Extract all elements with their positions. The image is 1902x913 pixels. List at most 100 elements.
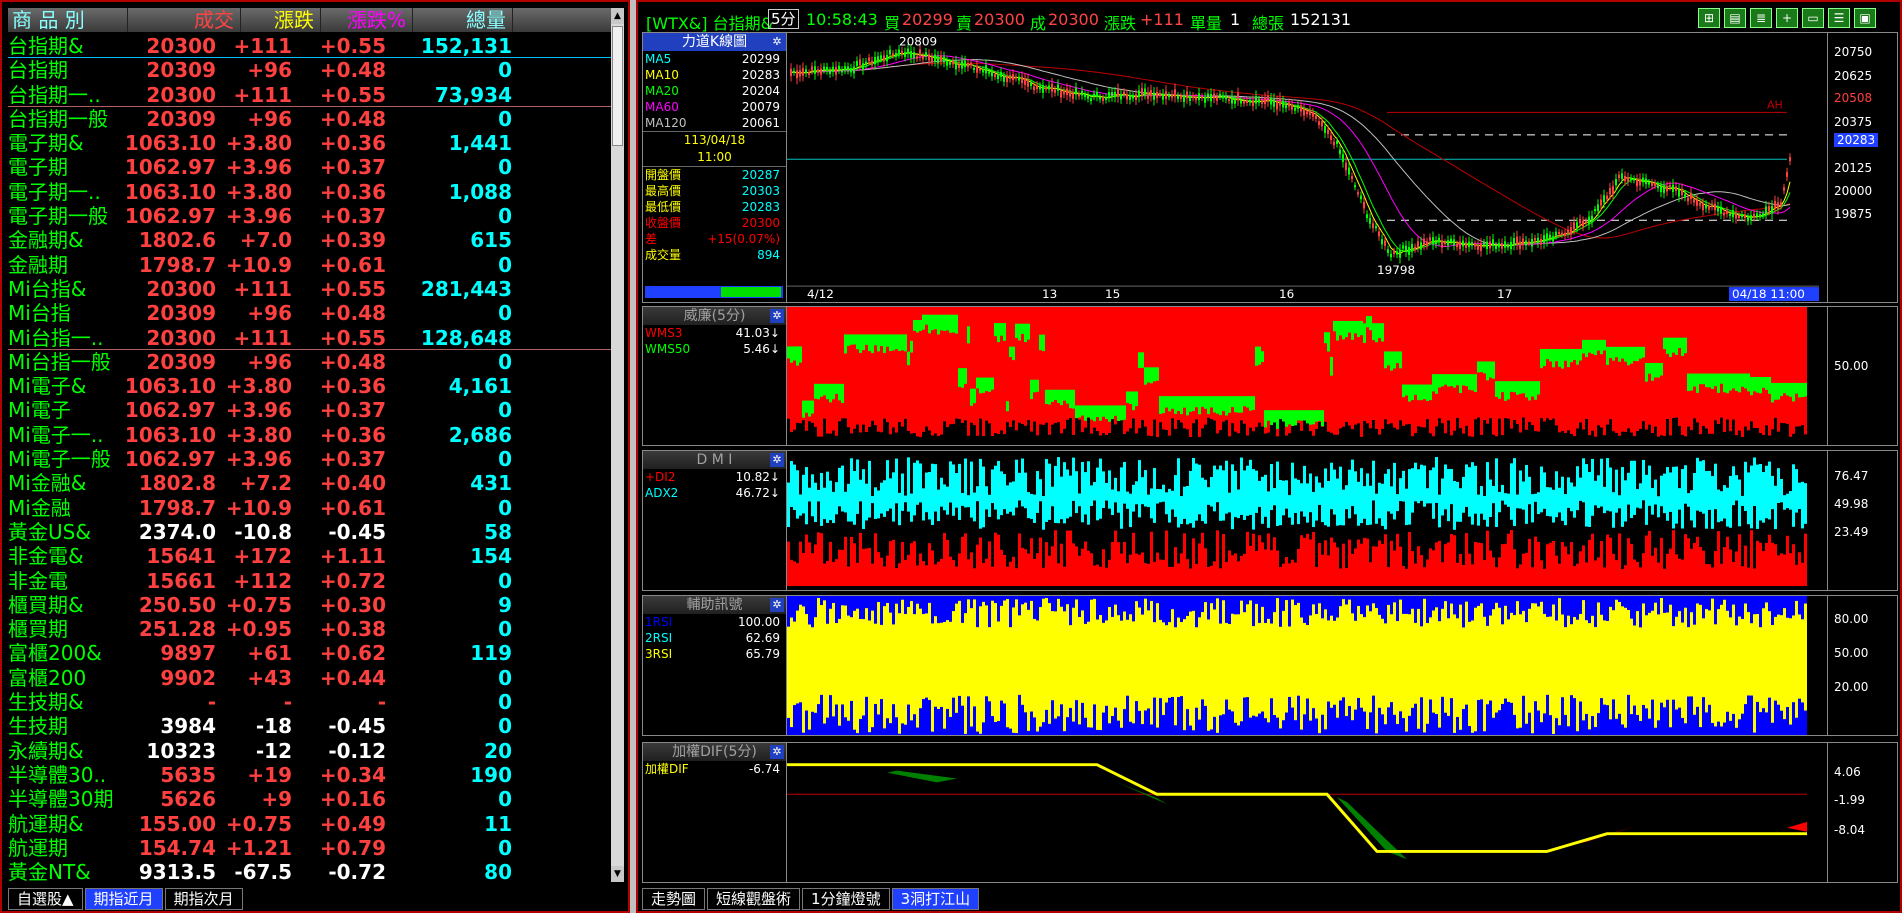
table-row[interactable]: 富櫃200& 9897 +61 +0.62 119 bbox=[8, 641, 612, 665]
table-row[interactable]: Mi電子& 1063.10 +3.80 +0.36 4,161 bbox=[8, 374, 612, 398]
table-row[interactable]: 非金電 15661 +112 +0.72 0 bbox=[8, 569, 612, 593]
table-row[interactable]: 金融期& 1802.6 +7.0 +0.39 615 bbox=[8, 228, 612, 252]
candle-body bbox=[1414, 246, 1416, 250]
quote-tab[interactable]: 期指近月 bbox=[84, 888, 163, 910]
wms-plot[interactable] bbox=[787, 307, 1819, 445]
row-volume: 615 bbox=[470, 228, 512, 253]
header-change[interactable]: 漲跌 bbox=[241, 8, 321, 32]
wms-band bbox=[1678, 337, 1681, 349]
table-row[interactable]: 半導體30期 5626 +9 +0.16 0 bbox=[8, 787, 612, 811]
table-row[interactable]: 電子期& 1063.10 +3.80 +0.36 1,441 bbox=[8, 131, 612, 155]
wms-band bbox=[1687, 373, 1690, 392]
scroll-bar-thumb[interactable] bbox=[721, 287, 781, 297]
rsi-bar bbox=[1165, 625, 1168, 703]
interval-select[interactable]: 5分 bbox=[768, 9, 799, 29]
dif-plot[interactable] bbox=[787, 743, 1819, 882]
table-row[interactable]: 櫃買期 251.28 +0.95 +0.38 0 bbox=[8, 617, 612, 641]
chart-tab[interactable]: 短線觀盤術 bbox=[707, 888, 801, 910]
table-row[interactable]: Mi電子一般 1062.97 +3.96 +0.37 0 bbox=[8, 447, 612, 471]
dmi-adx-bar bbox=[1306, 483, 1309, 523]
wms-band bbox=[1594, 339, 1597, 356]
table-row[interactable]: 生技期& - - -0 bbox=[8, 690, 612, 714]
quote-tab[interactable]: 自選股▲ bbox=[8, 888, 83, 910]
rsi-plot[interactable] bbox=[787, 596, 1819, 735]
header-name[interactable]: 商 品 別 bbox=[8, 8, 128, 32]
settings-tool-icon[interactable]: ▣ bbox=[1854, 8, 1876, 28]
table-row[interactable]: 非金電& 15641 +172 +1.11 154 bbox=[8, 544, 612, 568]
scroll-thumb[interactable] bbox=[612, 26, 623, 146]
table-row[interactable]: 電子期 1062.97 +3.96 +0.37 0 bbox=[8, 155, 612, 179]
add-window-icon[interactable]: + bbox=[1776, 8, 1798, 28]
dmi-di-bar bbox=[1282, 563, 1285, 587]
chart-tab[interactable]: 走勢圖 bbox=[642, 888, 706, 910]
table-row[interactable]: 台指期& 20300 +111 +0.55 152,131 bbox=[8, 34, 612, 59]
table-row[interactable]: 電子期一般 1062.97 +3.96 +0.37 0 bbox=[8, 204, 612, 228]
table-row[interactable]: 永續期& 10323 -12 -0.12 20 bbox=[8, 739, 612, 763]
quote-tab[interactable]: 期指次月 bbox=[164, 888, 243, 910]
candle-body bbox=[1279, 98, 1281, 106]
table-row[interactable]: 台指期一般 20309 +96 +0.48 0 bbox=[8, 107, 612, 131]
dmi-di-bar bbox=[1801, 562, 1804, 587]
wms-title[interactable]: 威廉(5分) ✲ bbox=[643, 307, 786, 325]
table-row[interactable]: 台指期一.. 20300 +111 +0.55 73,934 bbox=[8, 83, 612, 107]
chart-tab[interactable]: 1分鐘燈號 bbox=[802, 888, 890, 910]
header-change-pct[interactable]: 漲跌% bbox=[321, 8, 413, 32]
table-row[interactable]: 黃金NT& 9313.5 -67.5 -0.72 80 bbox=[8, 860, 612, 884]
scroll-up-icon[interactable]: ▲ bbox=[611, 8, 624, 24]
table-row[interactable]: Mi電子一.. 1063.10 +3.80 +0.36 2,686 bbox=[8, 423, 612, 447]
table-row[interactable]: Mi電子 1062.97 +3.96 +0.37 0 bbox=[8, 398, 612, 422]
header-volume[interactable]: 總量 bbox=[413, 8, 513, 32]
table-row[interactable]: 黃金US& 2374.0 -10.8 -0.45 58 bbox=[8, 520, 612, 544]
dmi-plot[interactable] bbox=[787, 451, 1819, 590]
gear-icon[interactable]: ✲ bbox=[770, 745, 784, 759]
gear-icon[interactable]: ✲ bbox=[770, 453, 784, 467]
gear-icon[interactable]: ✲ bbox=[770, 598, 784, 612]
dmi-adx-bar bbox=[1300, 483, 1303, 512]
rsi-title[interactable]: 輔助訊號 ✲ bbox=[643, 596, 786, 614]
ohlc-value: 20303 bbox=[741, 184, 780, 198]
kline-title[interactable]: 力道K線圖 ✲ bbox=[643, 33, 786, 51]
quote-scrollbar[interactable]: ▲ ▼ bbox=[611, 8, 624, 882]
table-row[interactable]: 航運期 154.74 +1.21 +0.79 0 bbox=[8, 836, 612, 860]
table-row[interactable]: 半導體30.. 5635 +19 +0.34 190 bbox=[8, 763, 612, 787]
crosshair-tool-icon[interactable]: ⊞ bbox=[1698, 8, 1720, 28]
dmi-adx-bar bbox=[1672, 466, 1675, 529]
rsi-bar bbox=[1414, 622, 1417, 704]
wms-band bbox=[1642, 346, 1645, 358]
save-tool-icon[interactable]: ▤ bbox=[1724, 8, 1746, 28]
table-row[interactable]: 櫃買期& 250.50 +0.75 +0.30 9 bbox=[8, 593, 612, 617]
candle-body bbox=[1717, 206, 1719, 212]
chart-tab[interactable]: 3洞打江山 bbox=[891, 888, 980, 910]
table-row[interactable]: 富櫃200 9902 +43 +0.44 0 bbox=[8, 666, 612, 690]
table-row[interactable]: 電子期一.. 1063.10 +3.80 +0.36 1,088 bbox=[8, 180, 612, 204]
rsi-bar bbox=[1573, 617, 1576, 699]
wms-band bbox=[1411, 384, 1414, 401]
table-row[interactable]: 台指期 20309 +96 +0.48 0 bbox=[8, 58, 612, 82]
table-row[interactable]: 金融期 1798.7 +10.9 +0.61 0 bbox=[8, 253, 612, 277]
scroll-down-icon[interactable]: ▼ bbox=[611, 866, 624, 882]
wms-band bbox=[1603, 339, 1606, 351]
table-row[interactable]: Mi台指& 20300 +111 +0.55 281,443 bbox=[8, 277, 612, 301]
dmi-title[interactable]: D M I ✲ bbox=[643, 451, 786, 469]
table-row[interactable]: Mi金融 1798.7 +10.9 +0.61 0 bbox=[8, 496, 612, 520]
header-price[interactable]: 成交 bbox=[128, 8, 241, 32]
table-row[interactable]: Mi台指一般 20309 +96 +0.48 0 bbox=[8, 350, 612, 374]
table-row[interactable]: Mi台指 20309 +96 +0.48 0 bbox=[8, 301, 612, 325]
table-row[interactable]: Mi台指一.. 20300 +111 +0.55 128,648 bbox=[8, 326, 612, 350]
list-tool-icon[interactable]: ☰ bbox=[1828, 8, 1850, 28]
indicator-tool-icon[interactable]: ≣ bbox=[1750, 8, 1772, 28]
table-row[interactable]: Mi金融& 1802.8 +7.2 +0.40 431 bbox=[8, 471, 612, 495]
gear-icon[interactable]: ✲ bbox=[770, 35, 784, 49]
table-row[interactable]: 航運期& 155.00 +0.75 +0.49 11 bbox=[8, 812, 612, 836]
x-tick-label: 04/18 11:00 bbox=[1732, 287, 1805, 301]
gear-icon[interactable]: ✲ bbox=[770, 309, 784, 323]
table-row[interactable]: 生技期 3984 -18 -0.45 0 bbox=[8, 714, 612, 738]
wms-band bbox=[1561, 348, 1564, 369]
wms-band bbox=[1027, 323, 1030, 340]
scroll-bar[interactable] bbox=[645, 286, 783, 298]
wms-gap bbox=[967, 435, 970, 445]
dif-title[interactable]: 加權DIF(5分) ✲ bbox=[643, 743, 786, 761]
layout-tool-icon[interactable]: ▭ bbox=[1802, 8, 1824, 28]
row-price: 1062.97 bbox=[124, 155, 216, 180]
